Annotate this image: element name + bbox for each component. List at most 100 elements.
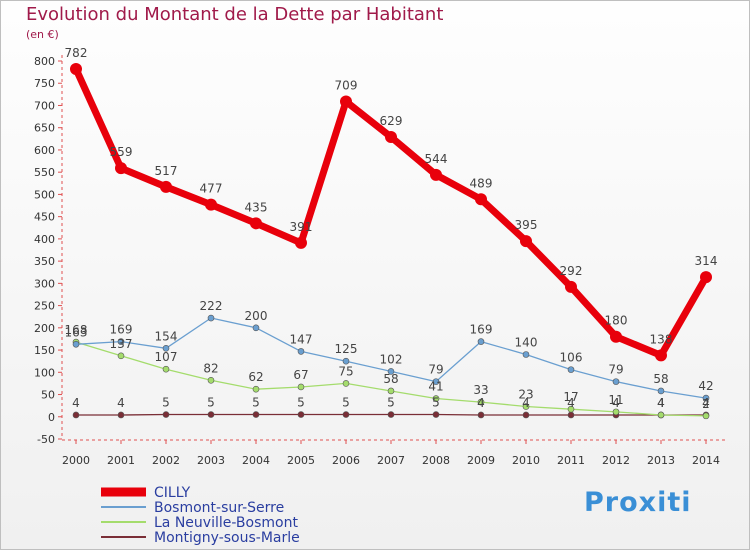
data-label: 4 [72,396,80,410]
series-line-0 [72,65,710,359]
series-layer [70,63,712,420]
data-label: 58 [653,372,668,386]
data-label: 180 [605,314,628,328]
data-label: 222 [200,299,223,313]
data-label: 292 [560,264,583,278]
data-label: 102 [380,352,403,366]
data-label: 4 [117,396,125,410]
y-tick-label: 200 [34,322,55,335]
data-point [340,95,352,108]
data-label: 163 [65,325,88,339]
data-label: 517 [155,164,178,178]
data-label: 544 [425,152,448,166]
data-label: 62 [248,370,263,384]
data-label: 4 [702,396,710,410]
chart-unit: (en €) [26,28,59,41]
y-tick-label: 800 [34,55,55,68]
data-point [297,411,305,418]
x-tick-label: 2000 [62,454,90,467]
x-tick-label: 2002 [152,454,180,467]
data-label: 709 [335,78,358,92]
data-point [117,352,125,360]
data-point [702,412,710,420]
data-label: 106 [560,351,583,365]
data-point [207,411,215,418]
data-label: 477 [200,182,223,196]
data-point [430,168,442,181]
y-tick-label: -50 [37,433,55,446]
y-tick-label: 250 [34,300,55,313]
data-point [657,411,665,419]
x-tick-label: 2004 [242,454,270,467]
data-point [342,380,350,387]
data-label: 559 [110,145,133,159]
y-tick-label: 100 [34,366,55,379]
data-label: 82 [203,361,218,375]
data-label: 154 [155,329,178,343]
data-label: 200 [245,309,268,323]
data-label: 140 [515,336,538,350]
x-tick-label: 2005 [287,454,315,467]
y-tick-label: 400 [34,233,55,246]
x-tick-label: 2009 [467,454,495,467]
data-label: 137 [110,337,133,351]
data-point [432,395,440,402]
y-tick-label: 750 [34,77,55,90]
data-point [610,330,622,343]
data-label: 5 [207,396,215,410]
y-tick-label: 650 [34,122,55,135]
data-label: 125 [335,342,358,356]
y-tick-label: 700 [34,99,55,112]
legend-entry: Bosmont-sur-Serre [154,500,284,516]
data-label: 4 [477,396,485,410]
chart-axes: -50 0 50 100 150 200 250 300 350 400 450 500 550 600 6… [34,55,725,467]
data-point [115,162,127,175]
y-tick-label: 350 [34,255,55,268]
x-tick-label: 2001 [107,454,135,467]
data-label: 169 [470,323,493,337]
y-tick-label: 550 [34,166,55,179]
x-tick-label: 2012 [602,454,630,467]
data-label: 629 [380,114,403,128]
x-tick-label: 2006 [332,454,360,467]
data-point [565,280,577,293]
data-label: 5 [342,396,350,410]
data-point [207,314,215,322]
data-point [117,411,125,419]
data-label: 5 [387,396,395,410]
data-point [387,368,395,375]
data-label: 782 [65,46,88,60]
data-point [160,180,172,193]
data-point [700,271,712,284]
data-point [522,403,530,410]
data-label: 41 [428,380,443,394]
data-label: 168 [65,323,88,337]
data-point [385,131,397,144]
data-point [205,198,217,211]
data-point [612,378,620,385]
x-tick-label: 2014 [692,454,720,467]
data-point [252,411,260,418]
x-tick-label: 2010 [512,454,540,467]
data-point [387,387,395,395]
data-label: 2 [702,397,710,411]
data-label: 138 [650,332,673,346]
data-label: 11 [608,393,623,407]
data-point [520,235,532,248]
data-point [295,236,307,249]
legend-entry: La Neuville-Bosmont [154,515,298,531]
data-label: 4 [657,396,665,410]
data-point [297,383,305,391]
data-point [567,411,575,419]
data-point [432,378,440,385]
data-label: 5 [252,396,260,410]
y-tick-label: 450 [34,211,55,224]
data-point [477,338,485,345]
y-tick-label: 50 [41,389,55,402]
data-point [567,405,575,413]
data-point [250,217,262,230]
x-tick-label: 2013 [647,454,675,467]
data-label: 435 [245,200,268,214]
